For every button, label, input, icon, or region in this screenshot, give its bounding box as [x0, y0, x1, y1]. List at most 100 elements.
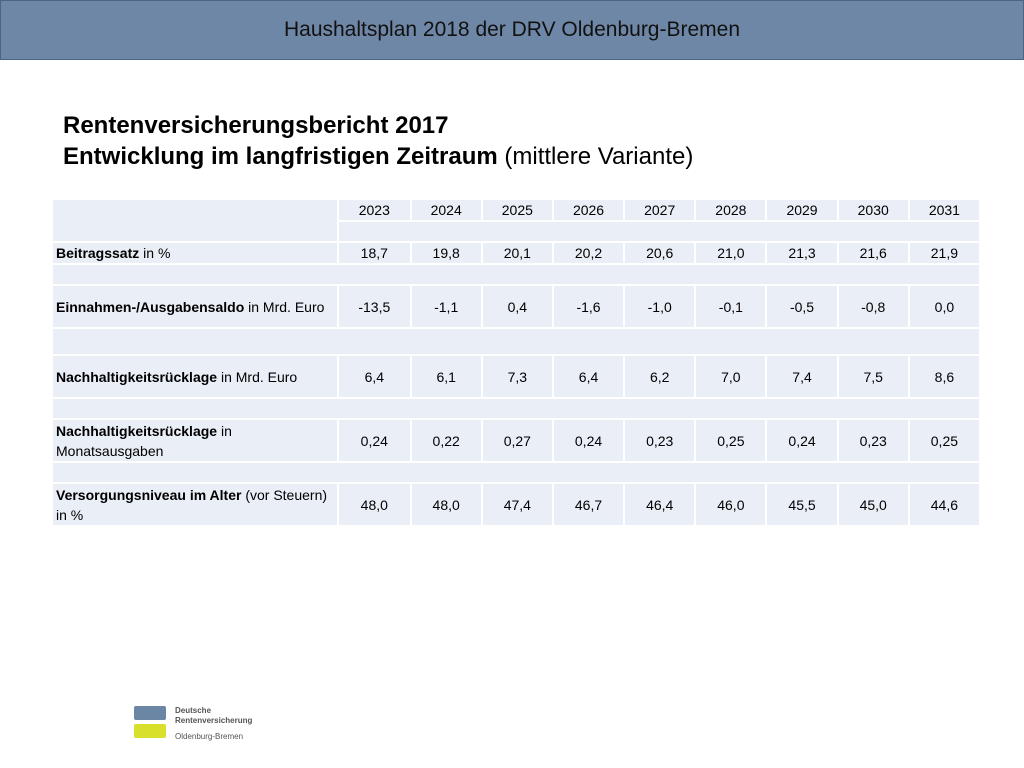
forecast-table: 2023 2024 2025 2026 2027 2028 2029 2030 …	[51, 198, 981, 527]
value-cell: 21,6	[838, 243, 908, 263]
value-cell: 0,24	[553, 420, 624, 461]
row-label-bold: Nachhaltigkeitsrücklage	[56, 422, 218, 439]
headline-subtitle-normal: (mittlere Variante)	[497, 143, 694, 170]
value-cell: 6,4	[553, 356, 624, 397]
spacer-cell	[53, 329, 979, 354]
year-header: 2023	[339, 200, 410, 220]
table-row: Versorgungsniveau im Alter (vor Steuern)…	[53, 484, 979, 525]
value-cell: 21,9	[909, 243, 979, 263]
logo-mark-bottom	[134, 724, 166, 738]
spacer-row	[53, 399, 979, 418]
value-cell: 0,22	[411, 420, 481, 461]
year-header: 2031	[909, 200, 979, 220]
value-cell: 20,2	[553, 243, 624, 263]
year-header: 2026	[553, 200, 624, 220]
value-cell: 48,0	[339, 484, 410, 525]
value-cell: -0,5	[767, 286, 837, 327]
row-label: Versorgungsniveau im Alter (vor Steuern)…	[53, 484, 337, 525]
row-label-bold: Nachhaltigkeitsrücklage	[56, 368, 218, 385]
spacer-cell	[339, 222, 979, 241]
value-cell: 8,6	[909, 356, 979, 397]
headline-title: Rentenversicherungsbericht 2017	[63, 112, 449, 139]
value-cell: -1,1	[411, 286, 481, 327]
spacer-cell	[53, 399, 979, 418]
value-cell: 0,25	[696, 420, 766, 461]
row-label: Nachhaltigkeitsrücklage in Mrd. Euro	[53, 356, 337, 397]
table-row: Einnahmen-/Ausgabensaldo in Mrd. Euro -1…	[53, 286, 979, 327]
headline-line1: Rentenversicherungsbericht 2017	[63, 110, 693, 141]
value-cell: 0,0	[909, 286, 979, 327]
row-label-unit: in Monatsausgaben	[56, 422, 232, 459]
row-label: Einnahmen-/Ausgabensaldo in Mrd. Euro	[53, 286, 337, 327]
spacer-cell	[53, 265, 979, 284]
year-header: 2028	[696, 200, 766, 220]
year-header: 2030	[838, 200, 908, 220]
value-cell: 7,0	[696, 356, 766, 397]
logo-sub: Oldenburg-Bremen	[175, 732, 244, 741]
year-header: 2027	[625, 200, 695, 220]
value-cell: -0,1	[696, 286, 766, 327]
value-cell: 21,0	[696, 243, 766, 263]
value-cell: 6,1	[411, 356, 481, 397]
value-cell: 0,27	[482, 420, 552, 461]
headline-subtitle-bold: Entwicklung im langfristigen Zeitraum	[63, 143, 498, 170]
year-header: 2029	[767, 200, 837, 220]
value-cell: -1,0	[625, 286, 695, 327]
year-header: 2025	[482, 200, 552, 220]
value-cell: 7,3	[482, 356, 552, 397]
year-header: 2024	[411, 200, 481, 220]
headline-line2: Entwicklung im langfristigen Zeitraum (m…	[63, 141, 693, 172]
row-label-bold: Versorgungsniveau im Alter	[56, 486, 242, 503]
value-cell: 0,24	[339, 420, 410, 461]
spacer-row	[53, 265, 979, 284]
value-cell: 48,0	[411, 484, 481, 525]
logo-text: Deutsche Rentenversicherung	[175, 706, 295, 726]
logo-line1: Deutsche	[175, 706, 212, 715]
row-label-unit: (vor Steuern) in %	[56, 486, 328, 523]
slide-title: Haushaltsplan 2018 der DRV Oldenburg-Bre…	[283, 18, 741, 41]
logo-mark-top	[134, 706, 166, 720]
value-cell: 0,24	[767, 420, 837, 461]
value-cell: 21,3	[767, 243, 837, 263]
row-label-bold: Einnahmen-/Ausgabensaldo	[56, 298, 245, 315]
value-cell: 0,25	[909, 420, 979, 461]
value-cell: 6,4	[339, 356, 410, 397]
value-cell: 44,6	[909, 484, 979, 525]
logo-line2: Rentenversicherung	[175, 716, 253, 725]
corner-cell	[53, 200, 337, 241]
row-label-unit: in Mrd. Euro	[217, 368, 298, 385]
value-cell: 19,8	[411, 243, 481, 263]
value-cell: 6,2	[625, 356, 695, 397]
value-cell: 45,5	[767, 484, 837, 525]
value-cell: 0,4	[482, 286, 552, 327]
row-label: Nachhaltigkeitsrücklage in Monatsausgabe…	[53, 420, 337, 461]
table-row: Nachhaltigkeitsrücklage in Monatsausgabe…	[53, 420, 979, 461]
spacer-cell	[53, 463, 979, 482]
value-cell: 47,4	[482, 484, 552, 525]
value-cell: 46,7	[553, 484, 624, 525]
header-bar: Haushaltsplan 2018 der DRV Oldenburg-Bre…	[0, 0, 1024, 60]
year-header-row: 2023 2024 2025 2026 2027 2028 2029 2030 …	[53, 200, 979, 241]
value-cell: -0,8	[838, 286, 908, 327]
row-label-unit: in %	[139, 245, 171, 261]
table-row: Beitragssatz in % 18,7 19,8 20,1 20,2 20…	[53, 243, 979, 263]
value-cell: 7,5	[838, 356, 908, 397]
row-label: Beitragssatz in %	[53, 243, 337, 263]
value-cell: 46,4	[625, 484, 695, 525]
spacer-row	[53, 463, 979, 482]
value-cell: 20,6	[625, 243, 695, 263]
value-cell: 45,0	[838, 484, 908, 525]
value-cell: -13,5	[339, 286, 410, 327]
headline: Rentenversicherungsbericht 2017 Entwickl…	[63, 110, 693, 172]
table-row: Nachhaltigkeitsrücklage in Mrd. Euro 6,4…	[53, 356, 979, 397]
spacer-row	[53, 329, 979, 354]
row-label-bold: Beitragssatz	[56, 245, 140, 261]
value-cell: 46,0	[696, 484, 766, 525]
value-cell: -1,6	[553, 286, 624, 327]
value-cell: 7,4	[767, 356, 837, 397]
value-cell: 0,23	[838, 420, 908, 461]
value-cell: 0,23	[625, 420, 695, 461]
value-cell: 20,1	[482, 243, 552, 263]
row-label-unit: in Mrd. Euro	[244, 298, 325, 315]
value-cell: 18,7	[339, 243, 410, 263]
